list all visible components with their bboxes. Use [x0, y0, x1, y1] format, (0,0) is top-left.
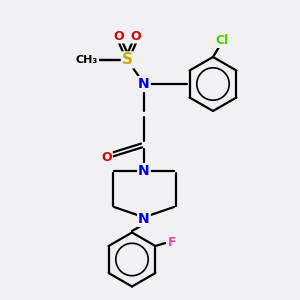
Text: CH₃: CH₃: [76, 55, 98, 65]
Text: O: O: [101, 151, 112, 164]
Text: N: N: [138, 77, 150, 91]
Text: Cl: Cl: [215, 34, 229, 47]
Text: O: O: [114, 29, 124, 43]
Text: S: S: [122, 52, 133, 68]
Text: N: N: [138, 212, 150, 226]
Text: N: N: [138, 164, 150, 178]
Text: S: S: [80, 53, 91, 67]
Text: O: O: [130, 29, 141, 43]
Text: F: F: [168, 236, 176, 250]
